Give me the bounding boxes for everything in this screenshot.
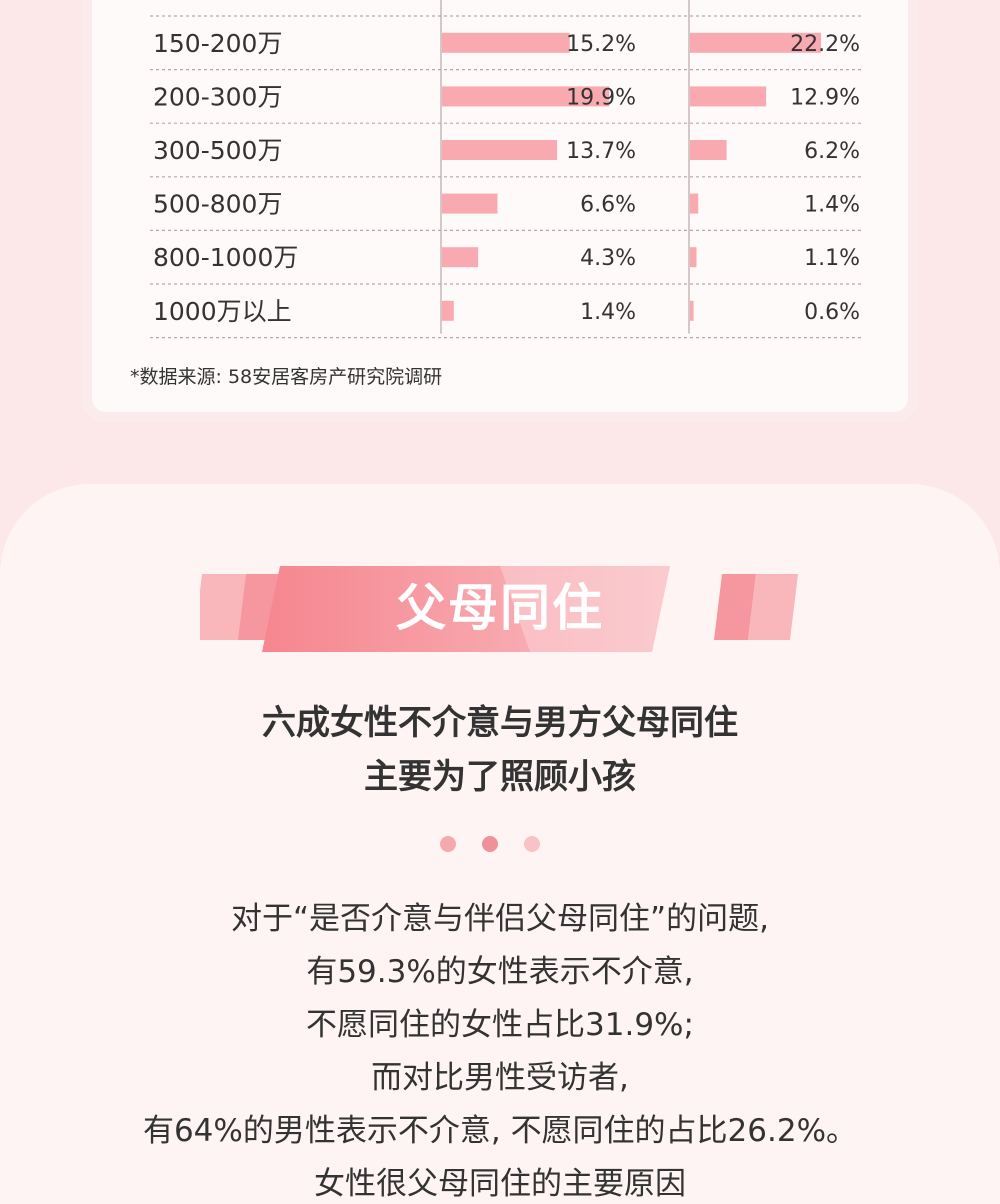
banner-highlight <box>500 566 670 652</box>
data-label: 15.2% <box>566 32 636 57</box>
decorative-dots <box>440 836 540 852</box>
source-note: *数据来源: 58安居客房产研究院调研 <box>130 366 443 388</box>
bar <box>442 86 610 107</box>
bar <box>690 86 767 107</box>
chart-card <box>82 0 918 422</box>
category-label: 1000万以上 <box>153 297 292 326</box>
bar <box>442 140 558 160</box>
bar <box>442 300 454 321</box>
data-label: 4.3% <box>580 246 636 271</box>
body-line-1: 对于“是否介意与伴侣父母同住”的问题, <box>231 901 769 937</box>
data-label: 22.2% <box>790 32 860 57</box>
bar <box>442 193 498 214</box>
data-label: 0.6% <box>804 300 860 325</box>
section-banner <box>200 566 798 652</box>
data-label: 13.7% <box>566 139 636 164</box>
bar <box>690 193 699 214</box>
price-distribution-chart: 150-200万 15.2% 22.2% 200-300万 19.9% 12.9% 300-… <box>150 0 862 339</box>
dot <box>440 836 456 852</box>
bar <box>690 300 694 321</box>
body-line-4: 而对比男性受访者, <box>371 1060 629 1096</box>
dot <box>482 836 498 852</box>
banner-left-stripe <box>200 574 248 640</box>
body-line-3: 不愿同住的女性占比31.9%; <box>306 1007 694 1043</box>
data-label: 12.9% <box>790 85 860 110</box>
bar <box>442 32 570 53</box>
banner-right-stripe <box>748 574 798 640</box>
headline-line-1: 六成女性不介意与男方父母同住 <box>262 703 738 743</box>
headline-line-2: 主要为了照顾小孩 <box>364 757 636 797</box>
bar <box>690 32 821 53</box>
bar <box>442 247 479 268</box>
banner-title: 父母同住 <box>396 579 604 637</box>
body-line-6: 女性很父母同住的主要原因 <box>314 1166 686 1202</box>
category-label: 300-500万 <box>153 136 282 165</box>
bar <box>690 140 727 160</box>
data-label: 19.9% <box>566 85 636 110</box>
data-label: 1.4% <box>804 193 860 218</box>
data-label: 1.1% <box>804 246 860 271</box>
body-line-2: 有59.3%的女性表示不介意, <box>306 954 694 990</box>
data-label: 1.4% <box>580 300 636 325</box>
category-label: 200-300万 <box>153 82 282 111</box>
data-label: 6.2% <box>804 139 860 164</box>
bar <box>690 247 697 268</box>
data-label: 6.6% <box>580 193 636 218</box>
dot <box>524 836 540 852</box>
body-line-5: 有64%的男性表示不介意, 不愿同住的占比26.2%。 <box>142 1113 858 1149</box>
category-label: 150-200万 <box>153 29 282 58</box>
category-label: 800-1000万 <box>153 243 298 272</box>
banner-right-stripe <box>714 574 756 640</box>
category-label: 500-800万 <box>153 190 282 219</box>
